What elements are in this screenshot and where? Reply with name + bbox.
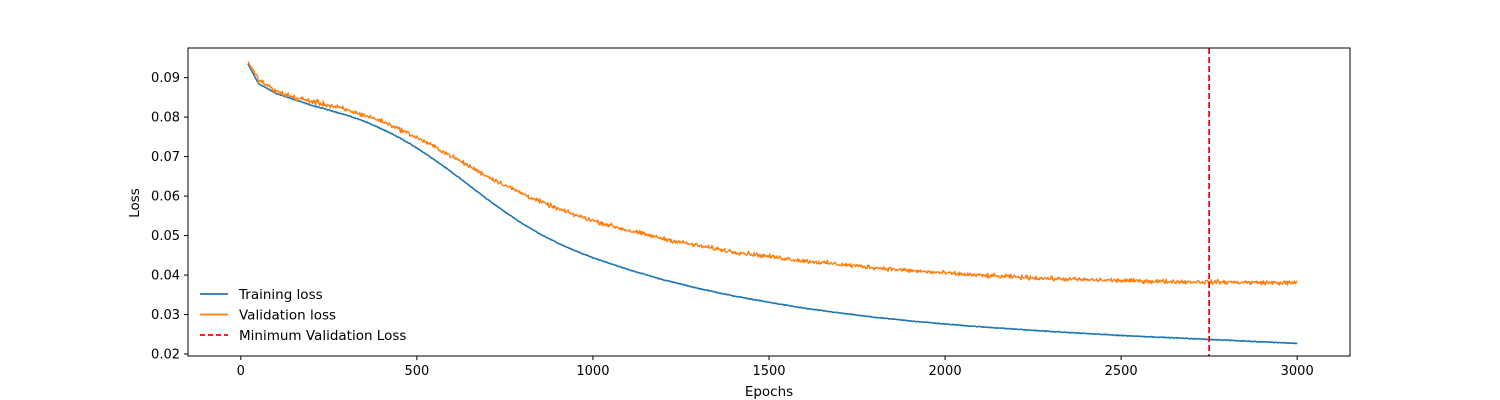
y-axis-title: Loss [127, 188, 143, 218]
x-tick-label: 500 [404, 364, 429, 379]
y-tick-label: 0.06 [151, 190, 180, 205]
x-tick-label: 0 [237, 364, 245, 379]
x-tick-label: 3000 [1281, 364, 1314, 379]
training-loss-line [247, 63, 1298, 345]
x-tick-label: 2500 [1105, 364, 1138, 379]
validation-loss-line [247, 61, 1298, 286]
x-tick-label: 1500 [752, 364, 785, 379]
y-tick-label: 0.02 [151, 348, 180, 363]
plot-frame [187, 47, 1351, 357]
legend-item-min-validation-loss: Minimum Validation Loss [200, 328, 406, 344]
plot-area-background [188, 48, 1350, 356]
y-tick-label: 0.09 [151, 71, 180, 86]
legend-label: Training loss [238, 287, 323, 303]
legend-label: Validation loss [239, 308, 336, 324]
x-tick-label: 1000 [576, 364, 609, 379]
legend-item-training-loss: Training loss [200, 287, 323, 303]
x-tick-label: 2000 [929, 364, 962, 379]
x-axis-title: Epochs [745, 384, 793, 400]
y-tick-label: 0.07 [151, 150, 180, 165]
x-axis: 0 500 1000 1500 2000 2500 3000 [237, 356, 1314, 379]
legend: Training loss Validation loss Minimum Vali… [200, 287, 406, 344]
y-tick-label: 0.05 [151, 229, 180, 244]
series-layer [247, 61, 1298, 345]
y-axis: 0.02 0.03 0.04 0.05 0.06 0.07 0.08 0.09 [151, 71, 188, 363]
y-tick-label: 0.08 [151, 111, 180, 126]
y-tick-label: 0.03 [151, 308, 180, 323]
legend-label: Minimum Validation Loss [239, 328, 406, 344]
y-tick-label: 0.04 [151, 269, 180, 284]
legend-item-validation-loss: Validation loss [200, 308, 336, 324]
